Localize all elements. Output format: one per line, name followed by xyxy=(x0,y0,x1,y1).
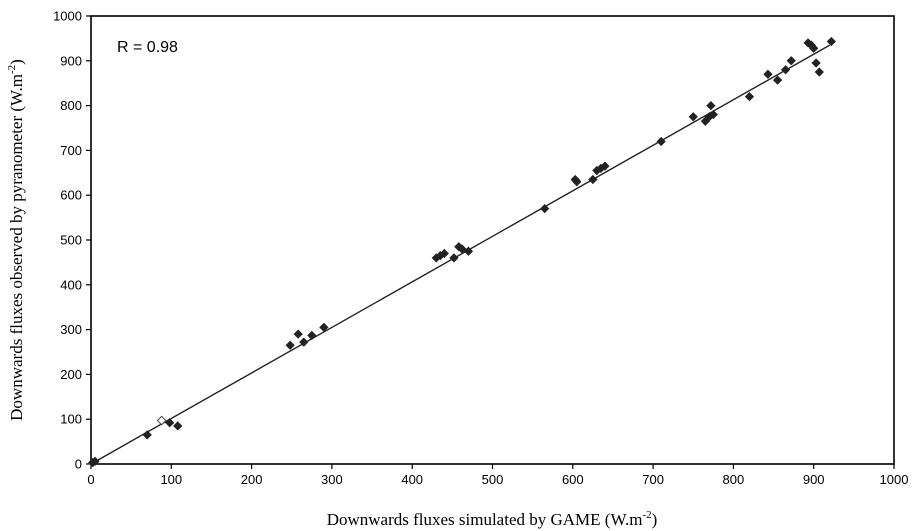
y-tick-label: 0 xyxy=(75,457,82,472)
data-point xyxy=(285,340,295,350)
data-point xyxy=(786,56,796,66)
data-point xyxy=(826,36,836,47)
x-tick-label: 200 xyxy=(241,472,263,487)
x-tick-label: 500 xyxy=(482,472,504,487)
data-point xyxy=(811,58,821,68)
data-point xyxy=(780,65,791,75)
data-point xyxy=(540,204,550,214)
data-point xyxy=(814,67,824,77)
y-axis-title: Downwards fluxes observed by pyranometer… xyxy=(6,59,26,421)
data-point xyxy=(744,92,755,102)
x-tick-label: 600 xyxy=(562,472,584,487)
data-point xyxy=(588,174,598,185)
data-point xyxy=(600,161,610,171)
x-tick-label: 0 xyxy=(87,472,94,487)
y-tick-label: 100 xyxy=(60,412,82,427)
x-tick-label: 800 xyxy=(723,472,745,487)
data-point xyxy=(809,43,819,53)
data-point xyxy=(763,69,773,79)
data-point xyxy=(173,421,183,431)
y-tick-label: 900 xyxy=(60,53,82,68)
data-point xyxy=(463,246,474,256)
open-data-point xyxy=(156,415,167,426)
x-tick-label: 1000 xyxy=(880,472,909,487)
y-tick-label: 500 xyxy=(60,233,82,248)
data-points xyxy=(87,36,836,468)
data-point xyxy=(656,136,666,147)
plot-area xyxy=(90,15,895,465)
data-point xyxy=(307,330,317,341)
y-tick-label: 200 xyxy=(60,367,82,382)
x-tick-label: 100 xyxy=(160,472,182,487)
x-tick-label: 700 xyxy=(642,472,664,487)
x-tick-label: 400 xyxy=(401,472,423,487)
data-point xyxy=(708,109,718,120)
y-tick-label: 400 xyxy=(60,277,82,292)
x-tick-label: 300 xyxy=(321,472,343,487)
data-point xyxy=(90,456,100,466)
y-tick-label: 1000 xyxy=(53,9,82,24)
x-axis-title: Downwards fluxes simulated by GAME (W.m-… xyxy=(327,509,658,529)
data-point xyxy=(142,430,152,440)
y-tick-label: 300 xyxy=(60,322,82,337)
data-point xyxy=(299,337,309,347)
data-point xyxy=(449,253,459,263)
x-tick-label: 900 xyxy=(803,472,825,487)
y-axis-ticks: 0 100 200 300 400 500 600 700 800 900 1000 xyxy=(53,9,91,472)
y-tick-label: 700 xyxy=(60,143,82,158)
data-point xyxy=(293,329,303,339)
data-point xyxy=(706,100,716,111)
data-point xyxy=(688,112,698,122)
y-tick-label: 600 xyxy=(60,188,82,203)
data-point xyxy=(772,75,783,85)
data-point xyxy=(319,322,329,332)
x-axis-ticks: 0 100 200 300 400 500 600 700 800 900 1000 xyxy=(87,464,908,487)
y-tick-label: 800 xyxy=(60,98,82,113)
data-point xyxy=(165,418,175,428)
data-point xyxy=(439,248,449,259)
data-point xyxy=(572,177,582,187)
correlation-annotation: R = 0.98 xyxy=(117,39,178,56)
